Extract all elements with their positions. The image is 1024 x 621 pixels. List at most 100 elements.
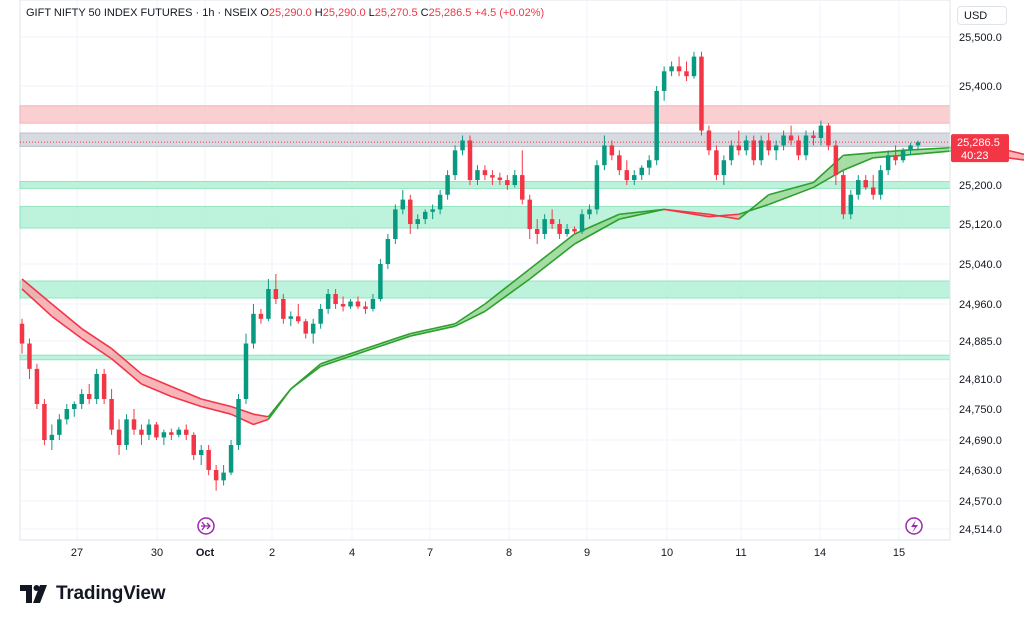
ma-line-fast	[365, 332, 411, 350]
open-value: 25,290.0	[268, 7, 312, 19]
candle-body	[176, 429, 182, 435]
time-tick-label: 11	[735, 547, 746, 559]
candle-body	[870, 187, 876, 195]
symbol-header: GIFT NIFTY 50 INDEX FUTURES · 1h · NSEIX…	[26, 7, 544, 19]
candle-body	[266, 289, 271, 319]
ma-line-slow	[21, 288, 53, 317]
tradingview-logo[interactable]: TradingView	[20, 583, 166, 605]
candle-body	[124, 419, 129, 445]
price-chart[interactable]: 25,500.0 25,400.0 25,200.0 25,120.0 25,040.0…	[0, 0, 1024, 565]
ma-line-fast	[708, 213, 739, 220]
candle-body	[116, 429, 122, 445]
ma-line-fast	[843, 152, 874, 157]
candle-body	[415, 219, 420, 224]
candle-body	[228, 445, 234, 473]
ma-line-fast	[320, 347, 366, 365]
chart-area[interactable]: 25,500.0 25,400.0 25,200.0 25,120.0 25,040.0…	[0, 0, 1024, 565]
candle-body	[355, 301, 361, 307]
last-price-value: 25,286.5	[957, 137, 1000, 149]
zone-resistance	[19, 105, 951, 124]
zone-support	[19, 354, 951, 361]
candle-body	[811, 135, 816, 138]
bar-countdown: 40:23	[961, 150, 989, 162]
candle-body	[34, 368, 40, 404]
ma-line-fast	[51, 303, 83, 330]
candle-body	[714, 150, 719, 176]
candle-body	[505, 180, 510, 185]
candle-body	[154, 424, 159, 438]
ma-line-slow	[738, 203, 769, 216]
ma-band-fill	[51, 304, 82, 339]
currency-button[interactable]: USD	[957, 6, 1007, 25]
ma-line-slow	[365, 335, 411, 352]
candle-body	[236, 399, 241, 445]
candle-body	[296, 316, 301, 322]
ma-line-slow	[111, 358, 142, 385]
tradingview-logo-text: TradingView	[56, 583, 166, 604]
time-tick-label: 9	[584, 547, 590, 559]
candle-body	[676, 66, 682, 72]
ma-line-fast	[111, 347, 142, 375]
candle-body	[736, 145, 742, 151]
tradingview-logo-icon	[20, 585, 47, 603]
candle-body	[587, 209, 592, 215]
ma-line-slow	[619, 208, 665, 220]
interval-label[interactable]: 1h	[202, 7, 215, 19]
candle-body	[818, 125, 824, 138]
candle-body	[281, 299, 286, 319]
candle-body	[49, 434, 55, 440]
session-break-icon[interactable]	[197, 517, 215, 535]
candle-body	[669, 66, 674, 72]
symbol-name[interactable]: GIFT NIFTY 50 INDEX FUTURES	[26, 7, 193, 19]
candle-body	[520, 175, 525, 200]
ma-line-slow	[664, 208, 710, 218]
price-tick-label: 24,810.0	[959, 374, 1002, 386]
candle-body	[572, 229, 577, 232]
price-tick-label: 25,040.0	[959, 259, 1002, 271]
candle-body	[198, 450, 204, 455]
separator: ·	[214, 7, 225, 19]
ma-line-fast	[201, 398, 232, 408]
candle-body	[452, 150, 458, 176]
candle-body	[437, 194, 443, 210]
ma-line-slow	[1007, 156, 1024, 161]
price-tick-label: 24,514.0	[959, 524, 1002, 536]
ma-band-fill	[574, 214, 620, 244]
candle-body	[915, 142, 921, 146]
candle-body	[527, 199, 532, 229]
time-tick-label: 10	[661, 547, 673, 559]
ma-line-slow	[290, 365, 322, 390]
time-tick-label: Oct	[196, 547, 215, 559]
ma-line-slow	[253, 418, 269, 426]
price-tick-label: 24,750.0	[959, 404, 1002, 416]
price-tick-label: 24,690.0	[959, 435, 1002, 447]
candle-body	[788, 135, 794, 141]
price-tick-label: 25,400.0	[959, 81, 1002, 93]
candle-body	[624, 170, 630, 181]
ma-line-fast	[230, 405, 254, 415]
low-label: L	[368, 7, 375, 19]
ma-line-slow	[320, 350, 366, 368]
candle-body	[467, 140, 473, 181]
ma-line-fast	[141, 373, 172, 388]
candle-body	[594, 165, 600, 210]
lightning-event-icon[interactable]	[905, 517, 923, 535]
candle-body	[318, 308, 323, 324]
candle-body	[393, 209, 398, 239]
candle-body	[131, 419, 137, 430]
candle-body	[609, 145, 615, 156]
plot-background	[19, 0, 951, 541]
ma-line-fast	[1007, 149, 1024, 156]
ma-line-slow	[81, 337, 113, 360]
ma-line-slow	[141, 383, 172, 398]
ma-line-slow	[708, 213, 739, 218]
price-tick-label: 24,885.0	[959, 336, 1002, 348]
candle-body	[191, 434, 196, 455]
ma-line-fast	[21, 278, 53, 305]
ma-band-fill	[843, 152, 874, 171]
candle-body	[721, 160, 727, 176]
ma-line-slow	[529, 243, 576, 280]
candle-body	[363, 306, 368, 309]
candle-body	[101, 373, 107, 399]
ma-line-slow	[454, 310, 486, 327]
